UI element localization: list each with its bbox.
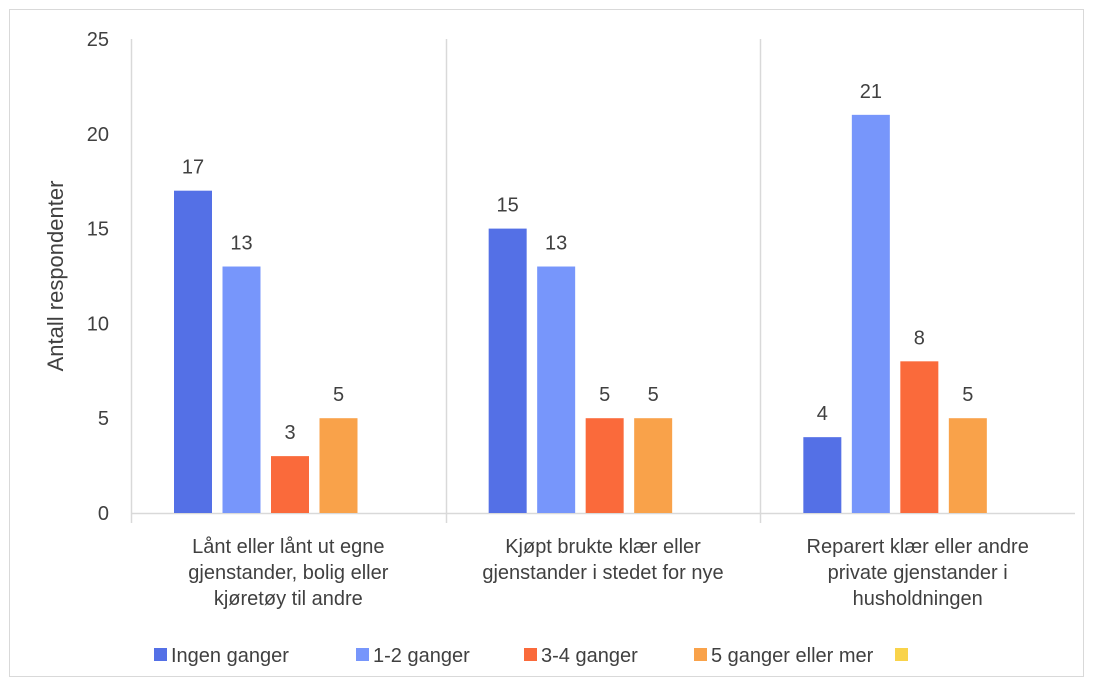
category-label-line: Kjøpt brukte klær eller	[505, 536, 701, 558]
data-label: 3	[284, 422, 295, 444]
legend-label: Ingen ganger	[171, 645, 289, 667]
data-label: 5	[333, 384, 344, 406]
legend: Ingen ganger 1-2 ganger 3-4 ganger 5 ganger…	[154, 645, 908, 667]
bar	[585, 418, 624, 513]
data-label: 5	[599, 384, 610, 406]
bar	[803, 437, 842, 513]
data-label: 8	[914, 327, 925, 349]
bar	[948, 418, 987, 513]
legend-swatch	[895, 648, 908, 661]
category-label-line: Reparert klær eller andre	[807, 536, 1029, 558]
y-tick-label: 20	[87, 124, 109, 146]
y-tick-label: 0	[98, 503, 109, 525]
legend-label: 1-2 ganger	[373, 645, 470, 667]
category-label-line: gjenstander, bolig eller	[188, 562, 388, 584]
data-label: 13	[545, 233, 567, 255]
data-label: 13	[230, 233, 252, 255]
y-tick-label: 10	[87, 313, 109, 335]
y-axis-label: Antall respondenter	[43, 181, 68, 372]
legend-label: 3-4 ganger	[541, 645, 638, 667]
legend-label: 5 ganger eller mer	[711, 645, 874, 667]
data-label: 5	[962, 384, 973, 406]
data-label: 15	[497, 195, 519, 217]
data-label: 21	[860, 81, 882, 103]
category-labels: Lånt eller lånt ut egne gjenstander, boli…	[188, 536, 1029, 610]
legend-swatch	[524, 648, 537, 661]
category-separators	[130, 39, 762, 523]
legend-swatch	[356, 648, 369, 661]
bar	[222, 266, 261, 513]
bar	[634, 418, 673, 513]
bar	[537, 266, 576, 513]
category-label: Lånt eller lånt ut egne gjenstander, boli…	[188, 536, 388, 610]
legend-swatch	[154, 648, 167, 661]
y-tick-label: 5	[98, 408, 109, 430]
bar	[851, 114, 890, 513]
y-tick-label: 15	[87, 219, 109, 241]
category-label-line: gjenstander i stedet for nye	[482, 562, 723, 584]
category-label-line: husholdningen	[853, 588, 983, 610]
data-label: 4	[817, 403, 828, 425]
bar	[174, 190, 212, 513]
category-label: Kjøpt brukte klær eller gjenstander i ste…	[482, 536, 723, 584]
bars	[174, 114, 987, 513]
category-label-line: private gjenstander i	[828, 562, 1008, 584]
y-tick-label: 25	[87, 29, 109, 51]
category-label-line: kjøretøy til andre	[214, 588, 363, 610]
category-label: Reparert klær eller andre private gjensta…	[807, 536, 1029, 610]
legend-swatch	[694, 648, 707, 661]
bar	[488, 228, 527, 513]
bar	[271, 456, 309, 513]
y-axis-ticks: 0 5 10 15 20 25	[87, 29, 109, 525]
bar	[900, 361, 939, 513]
data-label: 17	[182, 157, 204, 179]
category-label-line: Lånt eller lånt ut egne	[192, 536, 384, 558]
bar	[319, 418, 358, 513]
data-label: 5	[648, 384, 659, 406]
data-labels: 17 13 3 5 15 13 5 5 4 21 8 5	[182, 81, 974, 444]
